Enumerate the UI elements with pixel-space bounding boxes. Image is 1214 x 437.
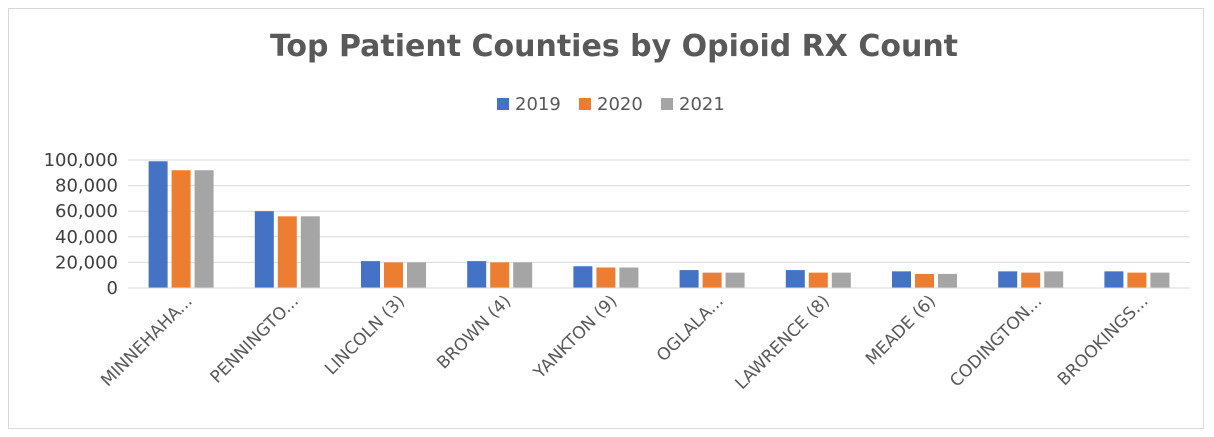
bar-2021 (407, 262, 426, 288)
bars (148, 161, 1170, 288)
bar-2019 (679, 270, 699, 288)
bar-2021 (938, 273, 957, 288)
bar-2020 (702, 272, 722, 288)
x-tick-label: OGLALA... (653, 291, 728, 366)
bar-2020 (277, 216, 297, 288)
bar-2019 (361, 261, 380, 288)
x-tick-label: YANKTON (9) (529, 291, 621, 383)
bar-2021 (831, 272, 851, 288)
y-axis: 0 20,000 40,000 60,000 80,000 100,000 (44, 150, 118, 299)
bar-2021 (725, 272, 745, 288)
bar-2021 (194, 170, 214, 288)
bar-2020 (915, 273, 934, 288)
bar-2019 (573, 266, 593, 288)
bar-2019 (998, 271, 1018, 288)
legend: 2019 2020 2021 (497, 94, 725, 115)
y-tick-label: 60,000 (55, 201, 118, 222)
legend-label: 2021 (679, 94, 725, 115)
y-tick-label: 80,000 (55, 176, 118, 197)
x-tick-label: BROOKINGS... (1054, 291, 1152, 389)
legend-label: 2020 (597, 94, 643, 115)
x-tick-label: MEADE (6) (862, 291, 940, 369)
x-tick-label: PENNINGTO... (207, 291, 303, 387)
y-tick-label: 20,000 (55, 252, 118, 273)
bar-2021 (1150, 272, 1170, 288)
bar-2019 (148, 161, 168, 288)
legend-swatch-2020 (579, 98, 591, 110)
bar-2019 (254, 211, 274, 288)
x-tick-label: LINCOLN (3) (321, 291, 409, 379)
bar-2020 (1127, 272, 1147, 288)
bar-2020 (384, 262, 403, 288)
y-tick-label: 40,000 (55, 227, 118, 248)
y-tick-label: 100,000 (44, 150, 118, 171)
chart-title: Top Patient Counties by Opioid RX Count (270, 29, 958, 64)
legend-swatch-2021 (661, 98, 673, 110)
bar-2020 (490, 262, 510, 288)
legend-swatch-2019 (497, 98, 509, 110)
bar-2019 (785, 270, 805, 288)
bar-2020 (596, 267, 616, 288)
bar-2019 (892, 271, 911, 288)
bar-2021 (300, 216, 320, 288)
bar-2019 (1104, 271, 1124, 288)
bar-2021 (619, 267, 639, 288)
x-tick-label: LAWRENCE (8) (731, 291, 833, 393)
bar-2021 (1044, 271, 1064, 288)
bar-2021 (513, 262, 533, 288)
y-tick-label: 0 (107, 278, 118, 299)
x-tick-label: MINNEHAHA... (97, 291, 196, 390)
bar-2020 (171, 170, 191, 288)
legend-label: 2019 (515, 94, 561, 115)
bar-2020 (808, 272, 828, 288)
x-tick-label: CODINGTON... (946, 291, 1046, 391)
bar-2020 (1021, 272, 1041, 288)
x-axis: MINNEHAHA... PENNINGTO... LINCOLN (3) BROWN… (97, 287, 1190, 394)
x-tick-label: BROWN (4) (433, 291, 515, 373)
bar-2019 (467, 261, 487, 288)
